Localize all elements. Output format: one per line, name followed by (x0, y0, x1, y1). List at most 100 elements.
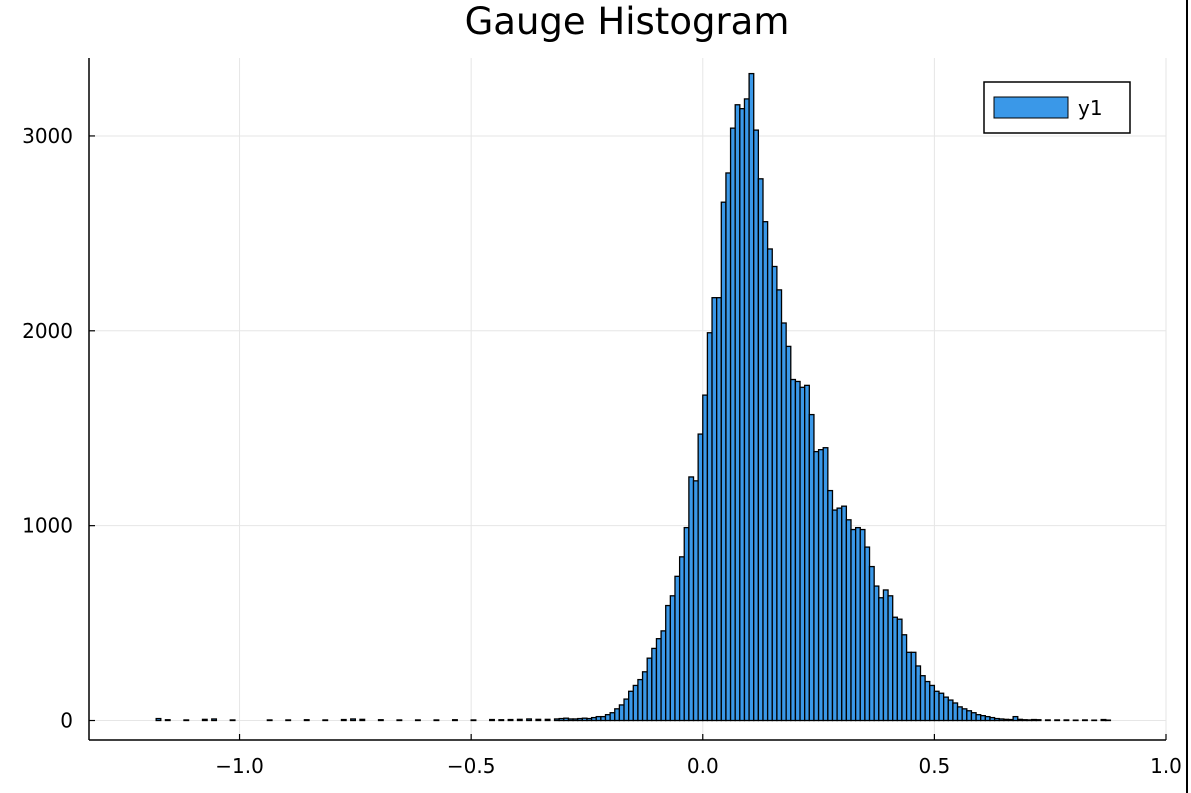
histogram-bar (1007, 718, 1014, 722)
x-tick-label: 0.5 (918, 754, 950, 778)
histogram-bar (229, 719, 236, 722)
grid (89, 58, 1167, 740)
histogram-bar (340, 718, 347, 722)
histogram-bar (674, 575, 681, 722)
histogram-bar (748, 72, 755, 722)
histogram-bar (544, 718, 551, 722)
histogram-bar (155, 717, 162, 722)
histogram-bar (646, 657, 653, 722)
histogram-bar (623, 698, 630, 722)
histogram-bar (854, 526, 861, 722)
y-tick-label: 3000 (22, 124, 73, 148)
histogram-bar (183, 719, 190, 722)
histogram-bar (827, 489, 834, 722)
x-tick-label: −0.5 (447, 754, 496, 778)
histogram-bar (785, 345, 792, 722)
histogram-bar (757, 178, 764, 722)
x-tick-label: 0.0 (687, 754, 719, 778)
histogram-bar (711, 297, 718, 722)
chart-title: Gauge Histogram (465, 0, 790, 43)
histogram-bar (841, 505, 848, 722)
histogram-bar (910, 651, 917, 722)
histogram-bar (577, 717, 583, 722)
histogram-bar (780, 322, 787, 722)
histogram-bar (641, 671, 648, 722)
histogram-bar (553, 718, 560, 722)
histogram-bar (993, 717, 1000, 722)
histogram-bar (586, 717, 593, 722)
histogram-bar (702, 394, 709, 722)
histogram-bar (766, 248, 773, 722)
axes (88, 58, 1166, 741)
y-tick-label: 0 (60, 709, 73, 733)
histogram-bar (813, 450, 820, 722)
histogram-bar (595, 715, 602, 722)
window-edge (1186, 0, 1188, 793)
histogram-bar (998, 718, 1005, 722)
histogram-bar (980, 714, 986, 722)
histogram-bar (882, 589, 889, 722)
histogram-bar (762, 221, 769, 722)
histogram-bar (660, 630, 667, 722)
histogram-bar (285, 719, 292, 722)
histogram-bar (618, 704, 625, 722)
histogram-bar (1026, 719, 1033, 722)
histogram-bar (956, 706, 963, 722)
histogram-bar (628, 690, 634, 722)
histogram-bar (359, 718, 366, 722)
histogram-bar (669, 595, 676, 722)
histogram-bar (590, 716, 597, 722)
histogram-bar (637, 678, 644, 722)
histogram-bar (164, 719, 171, 722)
histogram-bar (1081, 719, 1088, 722)
histogram-bar (1054, 719, 1061, 722)
histogram-bar (322, 719, 329, 722)
histogram-bar (1021, 719, 1028, 722)
histogram-bar (516, 718, 523, 722)
histogram-bar (845, 519, 852, 722)
histogram-bar (868, 565, 875, 722)
histogram-bar (507, 718, 514, 722)
histogram-bar (952, 702, 959, 722)
histogram-bar (929, 684, 936, 722)
histogram-bar (1003, 718, 1010, 722)
x-tick-label: 1.0 (1150, 754, 1182, 778)
histogram-bar (878, 597, 885, 722)
histogram-bar (975, 714, 982, 722)
y-tick-label: 2000 (22, 319, 73, 343)
histogram-bar (753, 129, 760, 722)
y-tick-label: 1000 (22, 514, 73, 538)
legend-swatch (993, 96, 1069, 119)
histogram-bar (600, 715, 607, 722)
histogram-bar (739, 108, 746, 722)
histogram-bar (799, 386, 806, 722)
histogram-bar (581, 717, 588, 722)
histogram-bar (377, 719, 384, 722)
histogram-bar (822, 447, 829, 722)
histogram-bar (655, 638, 662, 722)
histogram-bar (905, 651, 912, 722)
histogram-bar (915, 665, 922, 722)
histogram-bar (498, 719, 505, 722)
histogram-bar (771, 265, 778, 722)
histogram-bar (1035, 719, 1042, 722)
histogram-bar (961, 708, 968, 722)
histogram-bar (303, 719, 310, 722)
histogram-bar (943, 696, 949, 722)
histogram-bar (873, 585, 880, 722)
histogram-bar (831, 509, 838, 722)
histogram-bar (697, 433, 704, 722)
histogram-bar (489, 718, 495, 722)
histogram-bar (864, 546, 871, 722)
histogram-bar (567, 718, 574, 722)
histogram-bar (572, 718, 579, 722)
histogram-bar (683, 526, 690, 722)
histogram-bar (984, 715, 991, 722)
histogram-bar (720, 201, 727, 722)
histogram-bar (734, 104, 741, 722)
histogram-bar (414, 719, 421, 722)
histogram-bar (966, 710, 973, 722)
histogram-bar (743, 98, 750, 722)
histogram-bar (970, 712, 977, 722)
legend: y1 (983, 81, 1131, 134)
